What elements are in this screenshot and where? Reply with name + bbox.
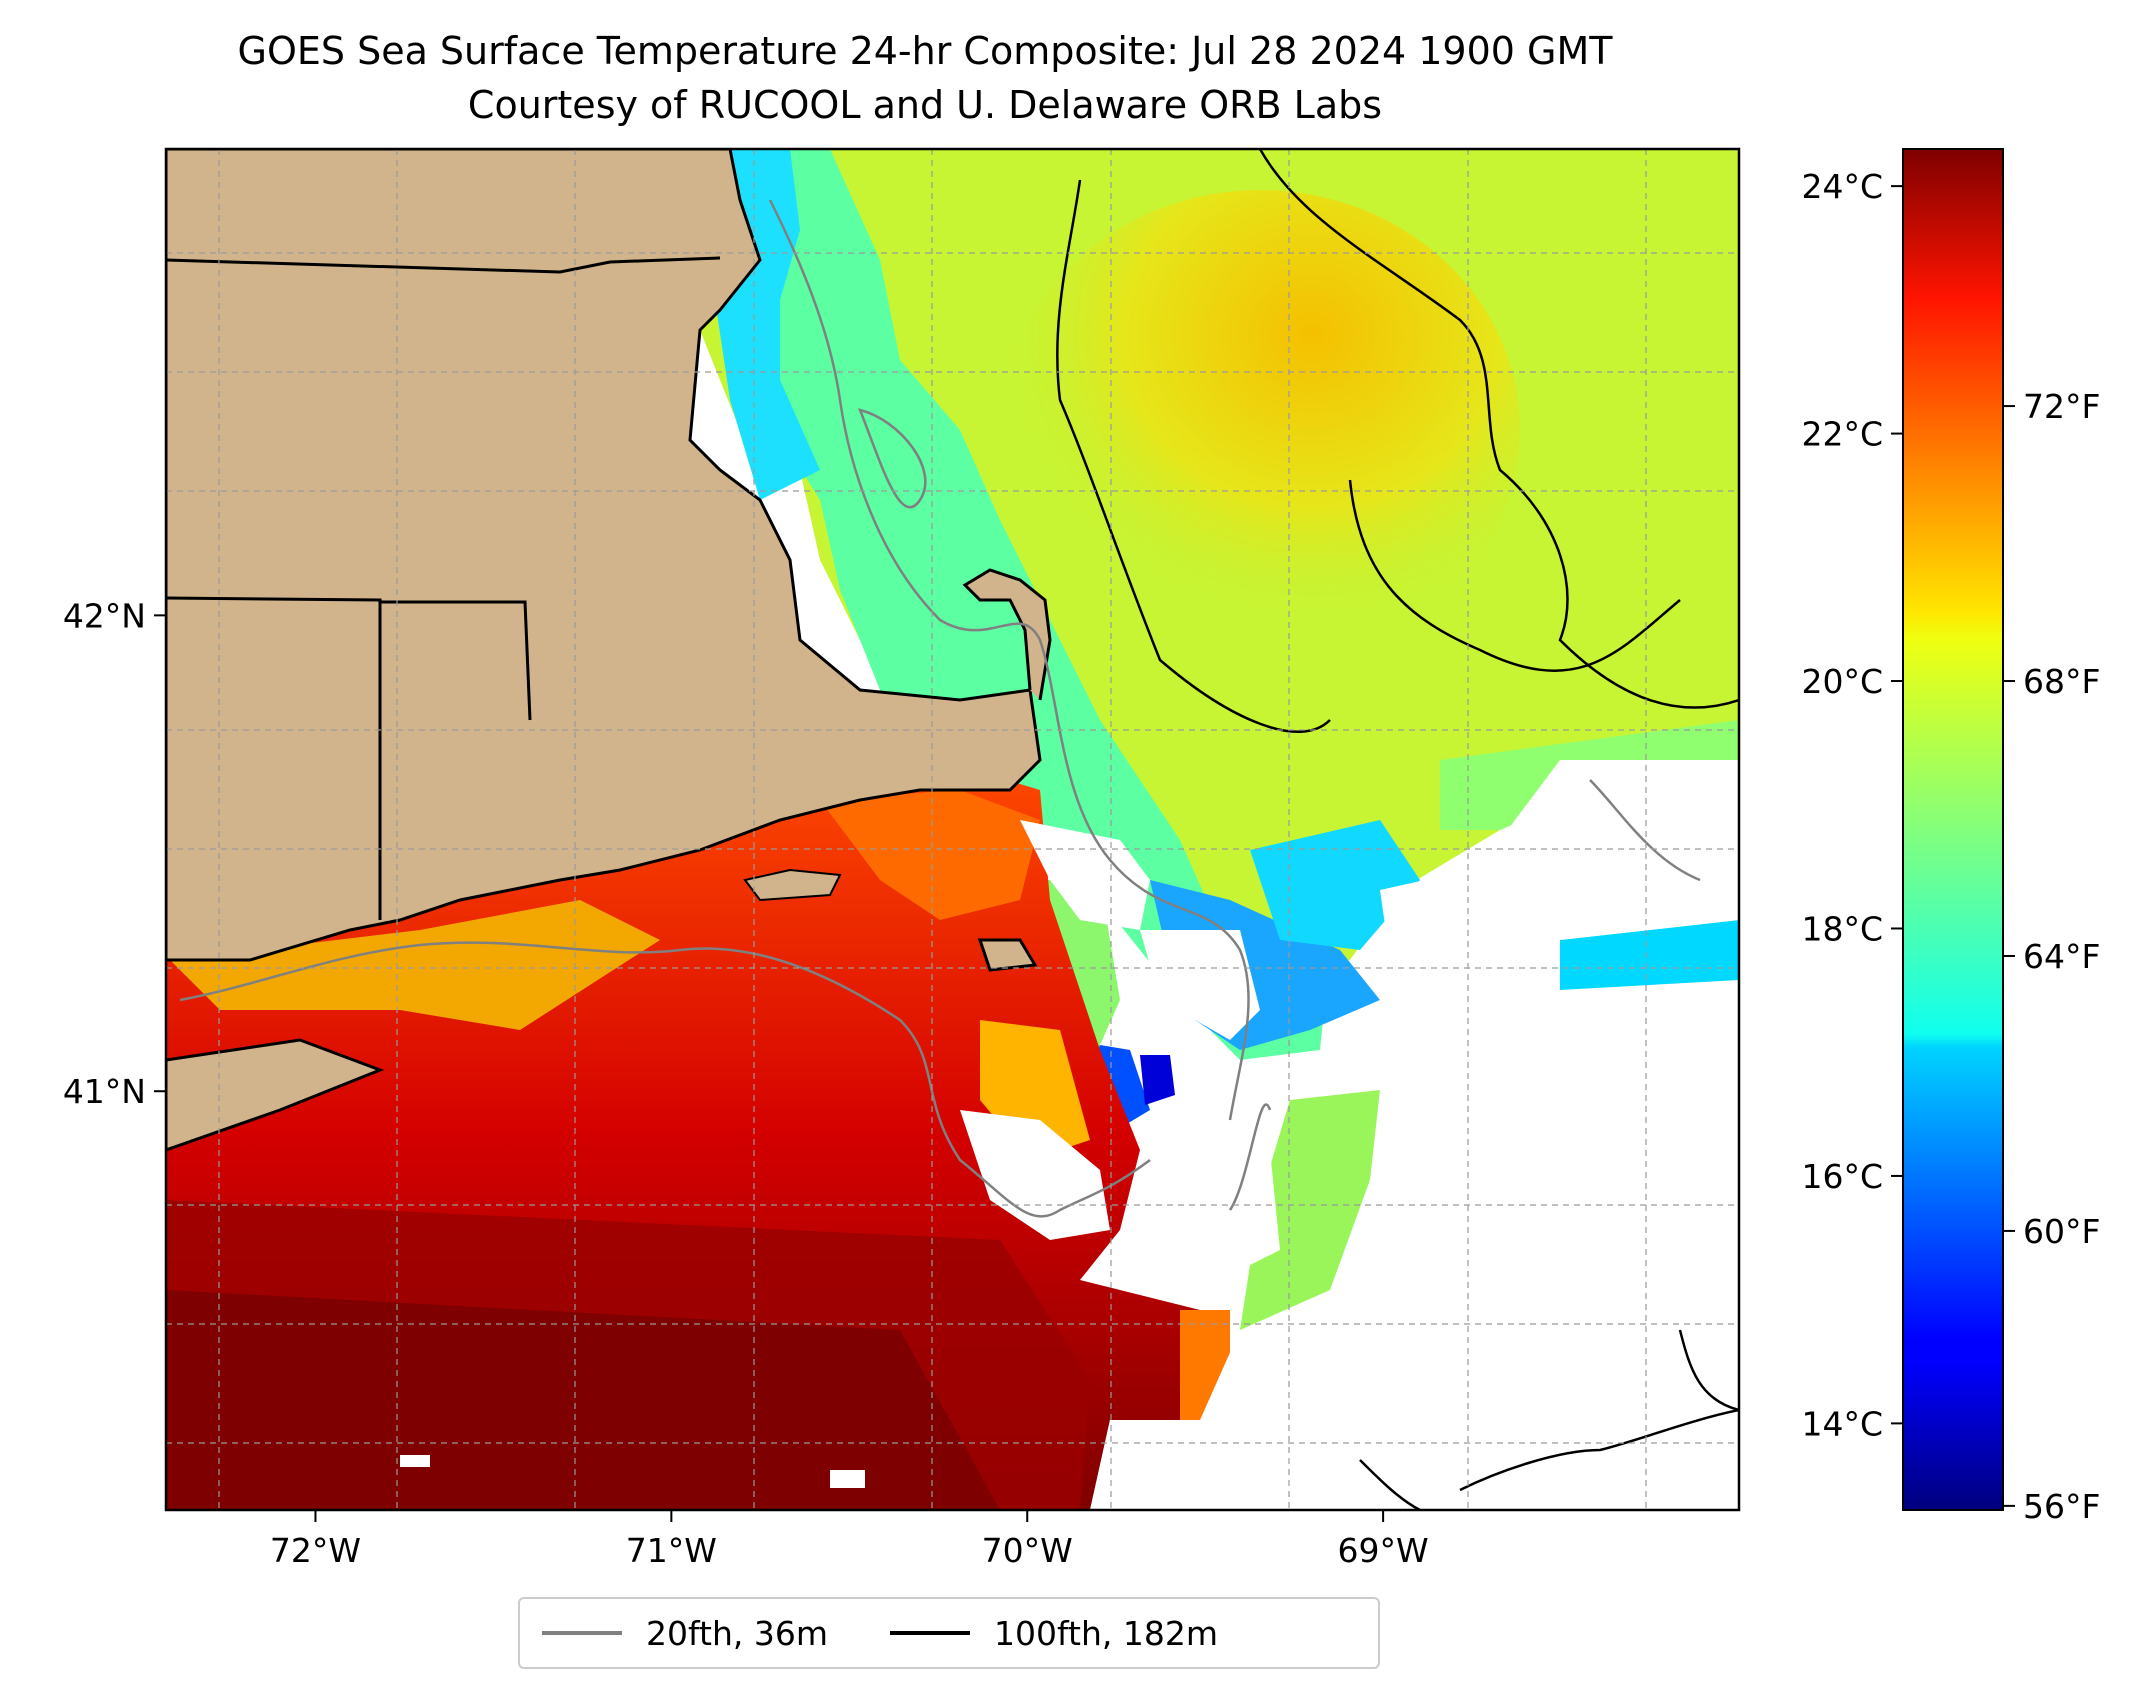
map-frame — [164, 147, 1741, 1512]
border-ma-nh — [166, 256, 721, 274]
border-ct-ma — [166, 596, 382, 920]
colorbar — [1902, 148, 2004, 1511]
colorbar-fahrenheit-tick-label: 68°F — [2023, 662, 2100, 701]
colorbar-fahrenheit-tick-label: 60°F — [2023, 1212, 2100, 1251]
legend: 20fth, 36m 100fth, 182m — [518, 1597, 1380, 1669]
colorbar-celsius-tick-label: 20°C — [1801, 662, 1883, 701]
colorbar-fahrenheit-tick-label: 64°F — [2023, 937, 2100, 976]
contour-100fth — [1056, 179, 1331, 734]
legend-item-100fth: 100fth, 182m — [890, 1614, 1218, 1653]
y-tick-label: 41°N — [63, 1072, 146, 1111]
legend-label-100fth: 100fth, 182m — [994, 1613, 1218, 1653]
legend-swatch-black-line — [890, 1631, 970, 1635]
gridlines — [166, 149, 1739, 1510]
y-tick-label: 42°N — [63, 596, 146, 635]
legend-item-20fth: 20fth, 36m — [542, 1614, 828, 1653]
x-tick-label: 72°W — [270, 1531, 361, 1570]
colorbar-fahrenheit-ticks: 56°F 60°F 64°F 68°F 72°F — [2003, 387, 2100, 1526]
x-tick-label: 70°W — [982, 1531, 1073, 1570]
colorbar-celsius-tick-label: 24°C — [1801, 167, 1883, 206]
x-tick-label: 71°W — [626, 1531, 717, 1570]
legend-label-20fth: 20fth, 36m — [646, 1613, 828, 1653]
title-line1: GOES Sea Surface Temperature 24-hr Compo… — [237, 29, 1613, 73]
colorbar-celsius-tick-label: 14°C — [1801, 1404, 1883, 1443]
sst-green-south-bank — [1240, 1090, 1380, 1330]
title-line2: Courtesy of RUCOOL and U. Delaware ORB L… — [467, 83, 1383, 127]
x-tick-label: 69°W — [1338, 1531, 1429, 1570]
legend-swatch-gray-line — [542, 1631, 622, 1635]
sst-warm-core-ne — [1000, 190, 1520, 670]
x-axis-ticks: 72°W 71°W 70°W 69°W — [270, 1510, 1429, 1570]
border-ri-ma — [380, 600, 532, 721]
colorbar-fahrenheit-tick-label: 56°F — [2023, 1487, 2100, 1526]
y-axis-ticks: 42°N 41°N — [63, 596, 166, 1111]
sst-warm-yellow-band — [170, 900, 660, 1030]
marthas-vineyard-west — [743, 868, 842, 902]
colorbar-celsius-tick-label: 16°C — [1801, 1157, 1883, 1196]
marthas-vineyard — [977, 938, 1038, 972]
colorbar-celsius-ticks: 14°C 16°C 18°C 20°C 22°C 24°C — [1801, 167, 1903, 1443]
colorbar-celsius-tick-label: 22°C — [1801, 415, 1883, 454]
contour-20fth — [179, 941, 1151, 1218]
depth-contours — [179, 149, 1739, 1510]
mainland-new-england — [166, 149, 1042, 962]
colorbar-fahrenheit-tick-label: 72°F — [2023, 387, 2100, 426]
colorbar-celsius-tick-label: 18°C — [1801, 909, 1883, 948]
cape-cod — [962, 568, 1052, 701]
